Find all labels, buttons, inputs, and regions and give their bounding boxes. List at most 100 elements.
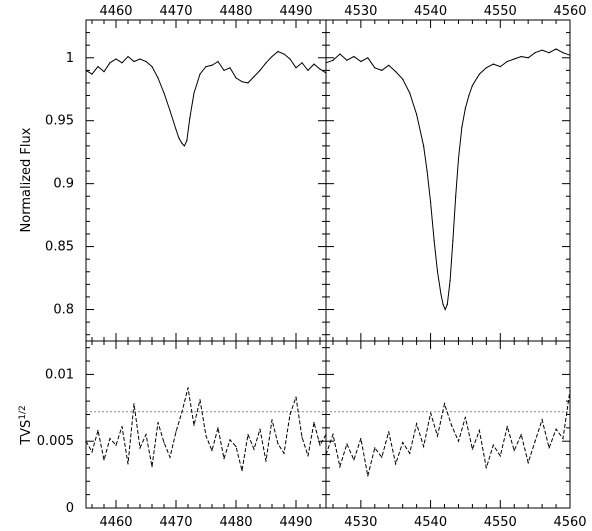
y-axis-title-top: Normalized Flux: [19, 127, 34, 232]
data-point: [527, 57, 529, 59]
data-point: [452, 239, 454, 241]
data-point: [478, 73, 480, 75]
data-point: [569, 389, 571, 391]
data-point: [265, 62, 267, 64]
data-point: [443, 403, 446, 405]
y-axis-title-bottom-main: TVS: [19, 420, 34, 446]
data-point: [181, 411, 183, 413]
data-point: [457, 157, 460, 160]
data-point: [103, 71, 105, 73]
data-point: [295, 67, 297, 69]
data-point: [513, 58, 515, 60]
data-point: [520, 433, 522, 436]
data-point: [169, 456, 171, 458]
data-point: [91, 73, 93, 75]
data-point: [223, 458, 225, 460]
data-point: [416, 113, 418, 115]
data-point: [346, 443, 348, 445]
x-tick-label: 4470: [159, 4, 192, 19]
x-tick-label: 4530: [344, 4, 377, 19]
x-tick-label: 4560: [553, 515, 586, 530]
data-point: [353, 459, 355, 461]
data-point: [339, 466, 341, 468]
data-point: [446, 303, 448, 306]
data-point: [332, 433, 334, 436]
data-point: [367, 57, 369, 59]
panel-frame: [325, 340, 571, 509]
y-tick-label: 0.8: [53, 303, 74, 318]
data-point: [139, 447, 141, 449]
data-point: [555, 428, 557, 430]
data-point: [534, 440, 536, 442]
data-point: [271, 419, 273, 421]
data-point: [534, 52, 536, 54]
data-point: [151, 66, 153, 68]
data-point: [85, 69, 87, 71]
data-point: [430, 412, 432, 414]
data-point: [457, 440, 460, 442]
data-point: [217, 427, 219, 429]
data-point: [127, 55, 129, 58]
data-point: [416, 423, 418, 425]
data-point: [381, 69, 383, 71]
data-point: [423, 145, 425, 147]
data-point: [235, 445, 237, 448]
data-point: [464, 416, 466, 418]
data-point: [388, 64, 390, 66]
data-point: [283, 53, 285, 55]
data-point: [430, 201, 432, 204]
data-point: [295, 396, 297, 398]
data-point: [109, 437, 111, 440]
data-point: [426, 170, 428, 172]
data-point: [388, 431, 390, 433]
x-tick-label: 4560: [553, 4, 586, 19]
panel-bottom-left: 4460 4470 4480 4490 0 0.005 0.01: [37, 340, 327, 530]
data-point: [325, 454, 327, 456]
data-point: [492, 444, 494, 446]
data-point: [506, 425, 508, 428]
data-point: [186, 140, 188, 142]
data-point: [449, 280, 451, 282]
x-tick-label: 4480: [219, 4, 252, 19]
data-point: [211, 450, 213, 452]
data-point: [395, 463, 397, 465]
series-line: [325, 48, 571, 311]
data-point: [235, 77, 237, 79]
data-point: [436, 271, 439, 273]
data-point: [253, 76, 255, 78]
data-point: [541, 419, 543, 421]
x-tick-label: 4460: [99, 4, 132, 19]
data-point: [109, 62, 111, 64]
data-point: [163, 441, 165, 444]
y-axis-title-bottom-superscript: 1/2: [18, 405, 28, 419]
data-point: [289, 413, 291, 416]
data-point: [381, 456, 383, 458]
data-point: [211, 64, 213, 66]
x-tick-label: 4550: [484, 4, 517, 19]
data-point: [289, 58, 291, 60]
data-point: [277, 50, 279, 53]
data-point: [229, 67, 231, 69]
panel-top-left: 4460 4470 4480 4490 0.8 0.85 0.9 0.95 1: [45, 4, 327, 342]
data-point: [133, 403, 135, 405]
data-point: [325, 62, 327, 64]
data-point: [492, 63, 494, 65]
data-point: [506, 60, 508, 63]
data-point: [374, 447, 376, 449]
series-line: [85, 387, 327, 471]
data-point: [97, 66, 99, 68]
data-point: [562, 52, 564, 54]
panel-frame: [85, 340, 327, 509]
data-point: [193, 424, 195, 426]
data-point: [464, 107, 466, 109]
data-point: [455, 195, 457, 197]
data-point: [145, 60, 147, 63]
data-point: [402, 78, 404, 80]
data-point: [346, 59, 348, 61]
data-point: [436, 435, 439, 437]
data-point: [253, 448, 255, 450]
data-point: [259, 428, 261, 430]
data-point: [520, 55, 522, 58]
